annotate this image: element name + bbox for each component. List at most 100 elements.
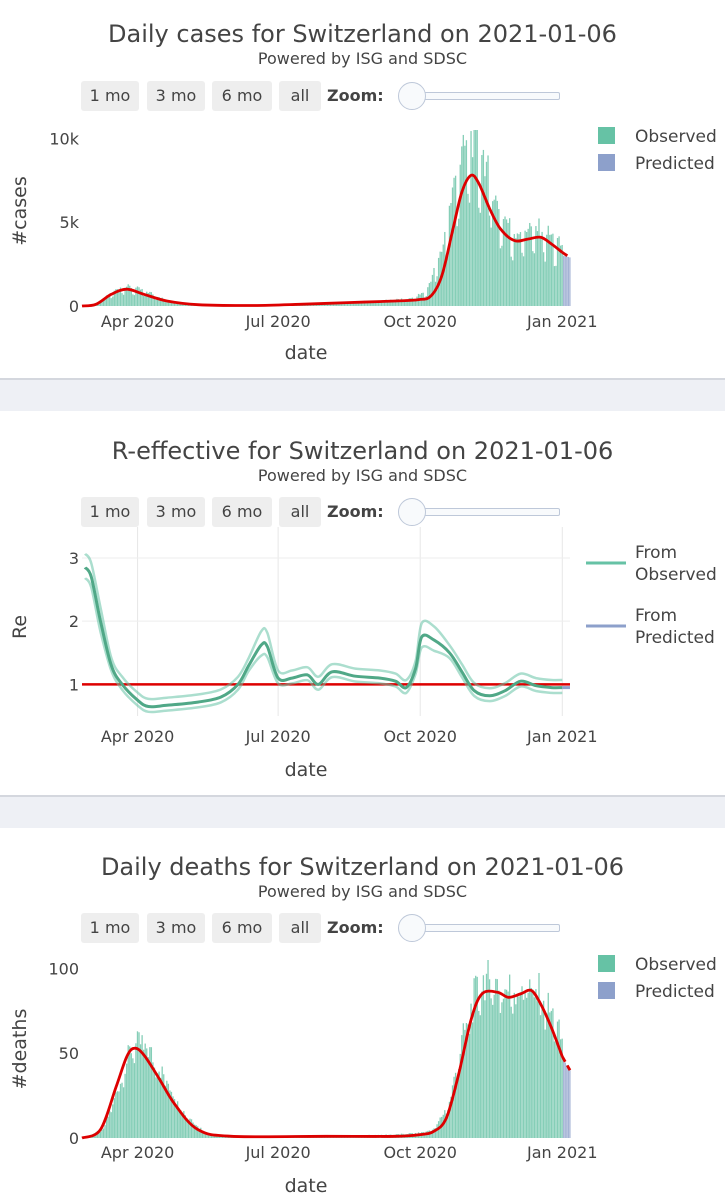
- bar: [564, 1062, 566, 1138]
- legend-label-observed: Observed: [635, 127, 717, 147]
- bar: [189, 1118, 191, 1138]
- zoom-slider-knob[interactable]: [398, 498, 426, 526]
- bar: [102, 298, 105, 306]
- bar: [138, 1032, 140, 1138]
- bar: [149, 291, 151, 306]
- bar: [99, 302, 102, 306]
- bar: [535, 989, 537, 1138]
- bar: [558, 236, 560, 306]
- range-button-3mo[interactable]: 3 mo: [147, 81, 205, 111]
- bar: [434, 281, 437, 306]
- bar: [382, 302, 384, 306]
- x-axis-title: date: [285, 759, 328, 781]
- bar: [169, 301, 171, 306]
- bar: [431, 1129, 434, 1138]
- bar: [515, 238, 517, 306]
- bar: [109, 293, 111, 306]
- bar: [400, 298, 403, 306]
- range-button-1mo[interactable]: 1 mo: [81, 497, 139, 527]
- ci-lower-line: [84, 577, 563, 714]
- bar: [499, 248, 502, 306]
- bar: [192, 1122, 194, 1138]
- bar: [519, 992, 522, 1138]
- bar: [434, 1128, 437, 1138]
- bar: [456, 1080, 458, 1138]
- bar: [542, 252, 545, 306]
- zoom-slider-knob[interactable]: [398, 914, 426, 942]
- bar: [566, 1065, 568, 1138]
- bar: [493, 994, 495, 1138]
- bar: [431, 274, 434, 306]
- bar: [206, 1133, 208, 1138]
- bar: [113, 290, 115, 306]
- x-tick-label: Jul 2020: [245, 1143, 311, 1162]
- bar: [533, 253, 536, 306]
- bar: [104, 1125, 106, 1138]
- bar: [569, 257, 571, 306]
- bar: [458, 218, 460, 306]
- range-button-3mo[interactable]: 3 mo: [147, 913, 205, 943]
- bar: [546, 234, 548, 306]
- bar: [444, 1110, 446, 1138]
- range-button-6mo[interactable]: 6 mo: [212, 913, 272, 943]
- bar: [464, 145, 466, 306]
- y-tick-label: 3: [69, 549, 79, 568]
- bar: [379, 300, 381, 306]
- bar: [558, 1019, 560, 1138]
- bar: [456, 226, 458, 306]
- range-button-all[interactable]: all: [279, 913, 321, 943]
- bar: [173, 1099, 176, 1138]
- legend-swatch-observed: [598, 127, 615, 144]
- bar: [467, 1024, 469, 1138]
- bar: [473, 130, 475, 306]
- bar: [150, 292, 153, 306]
- bar: [505, 989, 508, 1138]
- y-tick-label: 5k: [60, 213, 80, 232]
- bar: [507, 991, 509, 1138]
- range-button-all[interactable]: all: [279, 497, 321, 527]
- bar: [156, 1073, 159, 1138]
- bar: [513, 234, 515, 306]
- bar: [402, 301, 404, 306]
- bar: [170, 301, 173, 306]
- bar: [539, 1015, 542, 1138]
- bar: [552, 233, 554, 306]
- bar: [166, 302, 168, 306]
- range-button-6mo[interactable]: 6 mo: [212, 81, 272, 111]
- bar: [468, 202, 471, 306]
- bar: [178, 303, 180, 306]
- bar: [139, 1044, 142, 1138]
- zoom-slider-knob[interactable]: [398, 82, 426, 110]
- bar: [413, 300, 415, 306]
- range-button-1mo[interactable]: 1 mo: [81, 913, 139, 943]
- range-button-3mo[interactable]: 3 mo: [147, 497, 205, 527]
- bar: [132, 294, 134, 306]
- bar: [133, 295, 136, 306]
- bar: [394, 299, 397, 306]
- bar: [149, 1047, 151, 1138]
- range-button-1mo[interactable]: 1 mo: [81, 81, 139, 111]
- bar: [504, 989, 506, 1138]
- legend-label-predicted: From Predicted: [635, 606, 715, 648]
- bar: [104, 297, 106, 306]
- bar: [373, 301, 375, 306]
- bar: [200, 1127, 202, 1138]
- bar: [186, 304, 188, 306]
- range-button-all[interactable]: all: [279, 81, 321, 111]
- bar: [135, 287, 137, 306]
- bar: [504, 216, 506, 306]
- bar: [383, 300, 386, 306]
- bar: [533, 997, 536, 1138]
- observed-bars: [82, 130, 563, 306]
- bar: [555, 265, 557, 306]
- bar: [542, 1000, 545, 1138]
- bar: [186, 1117, 188, 1138]
- bar: [135, 1043, 137, 1138]
- bar: [167, 1083, 170, 1138]
- bar: [129, 285, 131, 306]
- bar: [529, 979, 531, 1138]
- bar: [374, 300, 376, 306]
- range-button-6mo[interactable]: 6 mo: [212, 497, 272, 527]
- bar: [370, 302, 372, 306]
- panel-separator: [0, 378, 725, 411]
